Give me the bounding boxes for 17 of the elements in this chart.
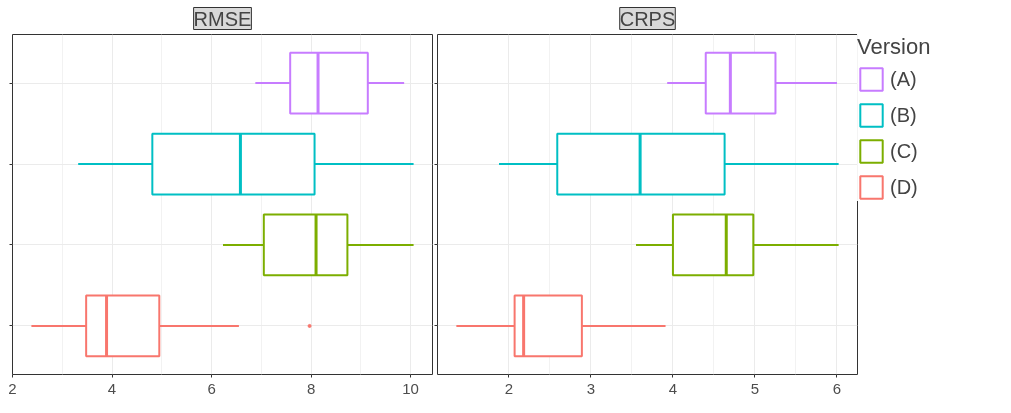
legend-title: Version: [857, 34, 931, 60]
legend-label: (A): [890, 67, 917, 91]
x-tick-label: 10: [402, 379, 419, 397]
x-tick-label: 2: [504, 379, 514, 397]
x-tick-label: 2: [8, 379, 17, 397]
x-tick-label: 5: [750, 379, 760, 397]
legend-label: (B): [890, 103, 917, 127]
chart-title: CRPS: [619, 7, 676, 30]
x-tick-label: 3: [586, 379, 596, 397]
x-tick-label: 6: [207, 379, 216, 397]
x-tick-label: 4: [107, 379, 117, 397]
legend-label: (D): [890, 175, 918, 199]
chart-title: RMSE: [193, 7, 252, 30]
x-tick-label: 4: [668, 379, 678, 397]
x-tick-label: 8: [306, 379, 316, 397]
x-tick-label: 6: [832, 379, 842, 397]
legend-label: (C): [890, 139, 918, 163]
